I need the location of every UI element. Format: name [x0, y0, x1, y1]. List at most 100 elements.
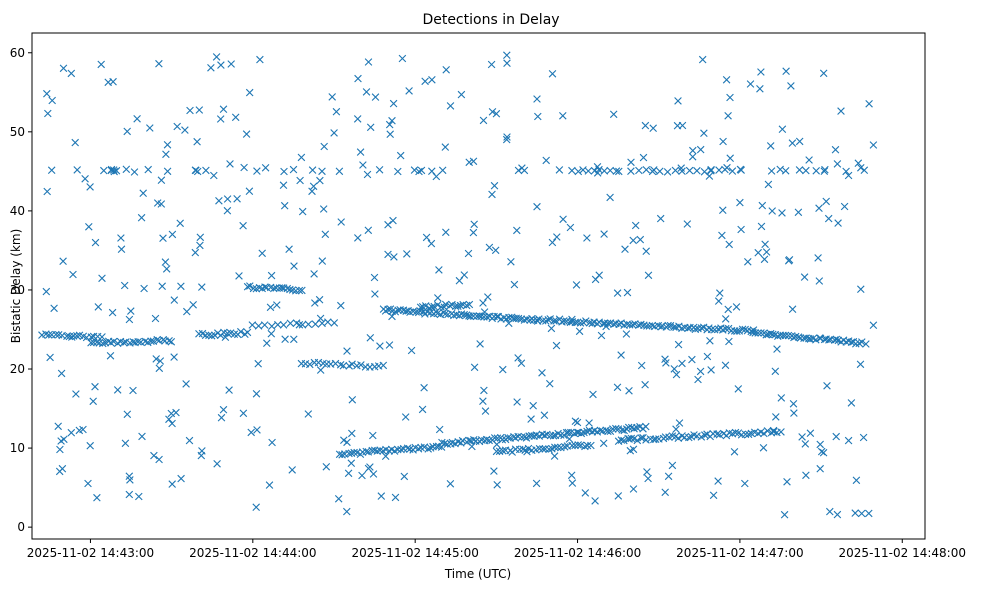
data-point: [565, 435, 574, 443]
data-point: [823, 382, 831, 390]
data-point: [493, 481, 501, 489]
data-point: [420, 383, 428, 392]
data-point: [248, 321, 257, 329]
data-point: [703, 352, 712, 361]
data-point: [582, 317, 590, 325]
data-point: [636, 235, 645, 244]
data-point: [285, 245, 293, 253]
data-point: [656, 214, 665, 223]
data-point: [672, 425, 680, 433]
data-point: [46, 353, 54, 362]
data-point: [573, 318, 582, 327]
data-point: [168, 480, 176, 488]
data-point: [55, 467, 64, 476]
data-point: [858, 338, 866, 346]
data-point: [93, 493, 101, 502]
data-point: [833, 510, 842, 519]
data-point: [800, 273, 809, 281]
data-point: [258, 249, 266, 258]
y-tick-label: 60: [10, 46, 25, 60]
data-point: [697, 324, 706, 332]
data-point: [456, 301, 465, 310]
data-point: [865, 509, 873, 518]
data-point: [622, 330, 631, 338]
data-point: [540, 431, 549, 440]
data-point: [377, 492, 386, 500]
data-point: [397, 445, 405, 454]
data-point: [371, 93, 380, 101]
data-point: [772, 413, 780, 421]
data-point: [517, 359, 526, 367]
data-point: [186, 106, 194, 115]
data-point: [600, 167, 609, 175]
data-point: [856, 360, 865, 369]
data-point: [723, 163, 731, 172]
data-point: [480, 308, 489, 316]
data-point: [814, 254, 822, 262]
data-point: [559, 215, 567, 224]
data-point: [189, 301, 197, 309]
data-point: [714, 477, 722, 485]
data-point: [162, 150, 170, 159]
data-point: [94, 303, 103, 311]
data-point: [446, 480, 455, 488]
data-point: [514, 166, 523, 175]
data-point: [769, 427, 778, 436]
data-point: [113, 386, 122, 394]
data-point: [263, 339, 271, 347]
data-point: [260, 321, 269, 329]
data-point: [648, 321, 657, 330]
data-point: [254, 322, 263, 330]
data-point: [153, 199, 162, 207]
data-point: [613, 383, 622, 392]
data-point: [862, 340, 870, 348]
data-point: [274, 320, 282, 329]
data-point: [488, 190, 496, 199]
data-point: [533, 316, 541, 324]
data-point: [834, 219, 842, 227]
data-point: [109, 337, 118, 346]
data-point: [546, 379, 554, 388]
data-point: [795, 137, 804, 146]
data-point: [182, 380, 190, 388]
data-point: [343, 347, 351, 355]
data-point: [629, 485, 638, 493]
data-point: [339, 361, 348, 370]
data-point: [716, 289, 724, 297]
data-point: [576, 441, 585, 450]
data-point: [757, 222, 766, 231]
data-point: [348, 396, 357, 404]
data-point: [172, 408, 180, 417]
data-point: [318, 257, 327, 265]
data-point: [290, 335, 298, 344]
data-point: [161, 258, 170, 266]
data-point: [196, 241, 204, 250]
data-point: [464, 249, 473, 258]
data-point: [168, 230, 177, 239]
data-point: [330, 319, 339, 327]
data-point: [776, 165, 784, 174]
data-point: [121, 439, 130, 448]
data-point: [162, 265, 171, 273]
data-point: [289, 165, 298, 174]
data-point: [414, 445, 423, 453]
data-point: [757, 68, 765, 76]
data-point: [108, 308, 117, 317]
data-point: [546, 315, 554, 323]
data-point: [435, 425, 444, 434]
data-point: [99, 339, 107, 348]
data-point: [539, 445, 547, 453]
x-tick-label: 2025-11-02 14:48:00: [839, 546, 966, 560]
data-point: [369, 431, 377, 440]
data-point: [426, 444, 435, 452]
data-point: [633, 436, 642, 445]
data-point: [791, 332, 800, 341]
data-point: [139, 189, 147, 197]
data-point: [553, 443, 562, 452]
data-point: [127, 307, 135, 315]
data-point: [625, 435, 633, 443]
data-point: [421, 77, 429, 86]
data-point: [400, 472, 409, 481]
data-point: [503, 59, 511, 67]
